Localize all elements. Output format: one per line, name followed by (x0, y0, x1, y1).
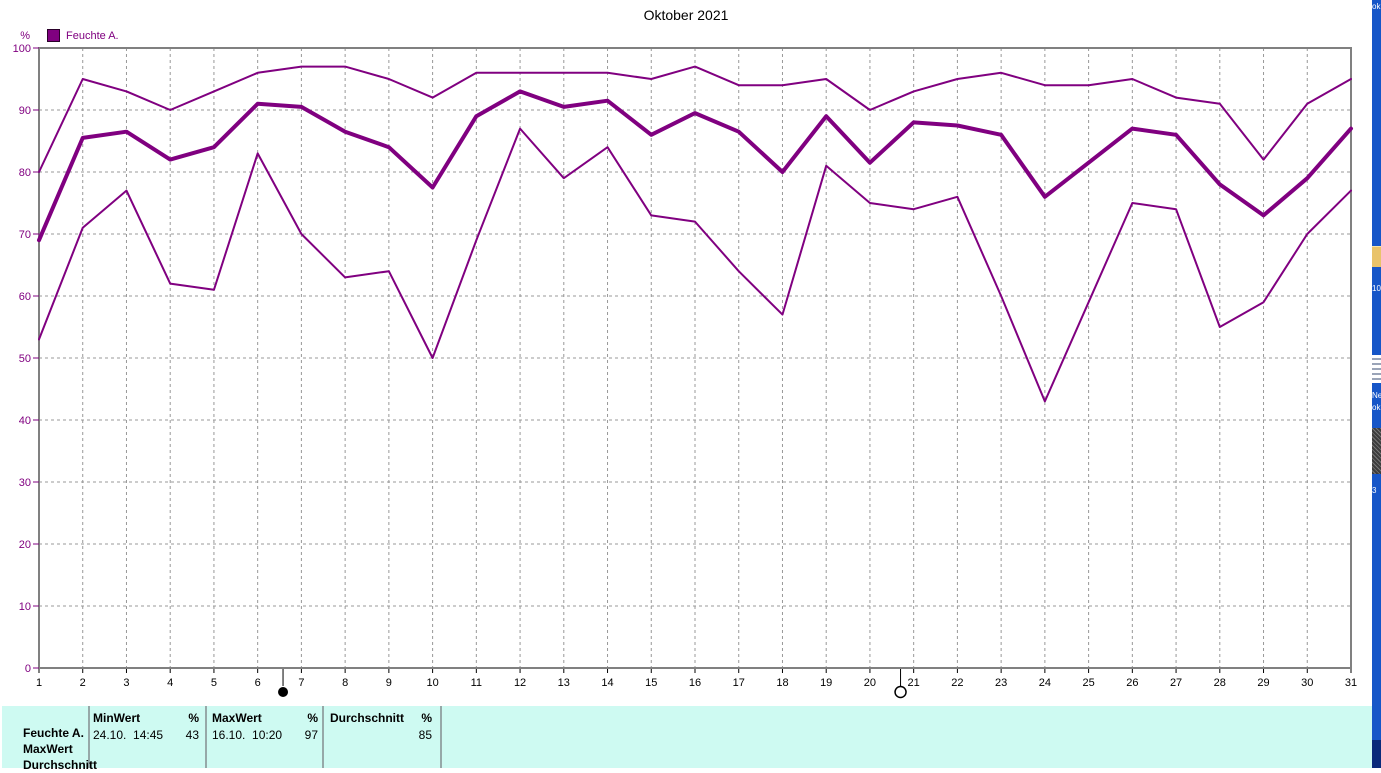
x-tick-label: 26 (1126, 677, 1138, 689)
summary-row-durchschnitt: Durchschnitt (23, 758, 98, 772)
summary-panel: Feuchte A. MaxWert Durchschnitt MinWert … (2, 706, 1372, 772)
x-tick-label: 14 (601, 677, 613, 689)
y-tick-label: 70 (19, 229, 31, 241)
minwert-unit: % (188, 711, 199, 725)
min-line (38, 127, 1352, 403)
x-tick-label: 21 (908, 677, 920, 689)
x-tick-label: 3 (123, 677, 129, 689)
folder-icon[interactable] (1372, 246, 1381, 267)
picture-icon-label: 3 (1372, 486, 1377, 495)
desktop-edge: ok 10 Ne ok 3 (1372, 0, 1381, 768)
legend-color-swatch (47, 29, 60, 42)
durchschnitt-header: Durchschnitt (330, 711, 405, 725)
x-tick-label: 12 (514, 677, 526, 689)
y-tick-label: 60 (19, 291, 31, 303)
x-tick-label: 18 (776, 677, 788, 689)
y-tick-label: 90 (19, 105, 31, 117)
max-line (38, 65, 1352, 173)
panel-divider (322, 706, 324, 768)
avg-line (37, 89, 1353, 243)
y-axis-unit: % (20, 30, 30, 42)
x-tick-label: 22 (951, 677, 963, 689)
y-tick-label: 80 (19, 167, 31, 179)
document-icon-label: Ne (1372, 391, 1381, 400)
full-moon-marker (894, 685, 907, 699)
panel-divider (88, 706, 90, 768)
desktop-text-fragment: ok (1372, 2, 1381, 11)
minwert-value: 43 (185, 728, 199, 742)
x-tick-label: 31 (1345, 677, 1357, 689)
x-tick-label: 2 (80, 677, 86, 689)
x-tick-label: 4 (167, 677, 173, 689)
x-tick-label: 25 (1082, 677, 1094, 689)
new-moon-marker (278, 687, 289, 697)
minwert-header: MinWert (93, 711, 141, 725)
x-tick-label: 7 (298, 677, 304, 689)
x-tick-label: 19 (820, 677, 832, 689)
durchschnitt-column: Durchschnitt % 85 (330, 711, 432, 742)
picture-icon[interactable] (1372, 428, 1381, 474)
durchschnitt-value: 85 (418, 728, 432, 742)
y-tick-label: 50 (19, 353, 31, 365)
x-tick-label: 13 (558, 677, 570, 689)
maxwert-column: MaxWert % 16.10. 10:20 97 (212, 711, 318, 742)
x-tick-label: 29 (1257, 677, 1269, 689)
x-tick-label: 27 (1170, 677, 1182, 689)
x-tick-label: 1 (36, 677, 42, 689)
chart-legend: Feuchte A. (47, 29, 119, 42)
x-tick-label: 5 (211, 677, 217, 689)
summary-series-name: Feuchte A. (23, 726, 84, 740)
folder-icon-label: 10 (1372, 284, 1381, 293)
x-tick-label: 30 (1301, 677, 1313, 689)
summary-row-labels: Feuchte A. MaxWert Durchschnitt (23, 725, 97, 773)
document-icon[interactable] (1372, 355, 1381, 383)
y-tick-label: 20 (19, 539, 31, 551)
maxwert-header: MaxWert (212, 711, 262, 725)
y-tick-label: 100 (13, 43, 31, 55)
maxwert-unit: % (307, 711, 318, 725)
x-tick-label: 28 (1214, 677, 1226, 689)
x-tick-label: 10 (426, 677, 438, 689)
x-tick-label: 8 (342, 677, 348, 689)
x-tick-label: 6 (255, 677, 261, 689)
document-icon-label2: ok (1372, 403, 1381, 412)
minwert-column: MinWert % 24.10. 14:45 43 (93, 711, 199, 742)
minwert-datetime: 24.10. 14:45 (93, 728, 164, 742)
chart-title: Oktober 2021 (643, 7, 729, 23)
taskbar-fragment (1372, 740, 1381, 768)
panel-divider (440, 706, 442, 768)
x-tick-label: 20 (864, 677, 876, 689)
x-tick-label: 9 (386, 677, 392, 689)
summary-row-maxwert: MaxWert (23, 742, 73, 756)
maxwert-value: 97 (304, 728, 318, 742)
x-tick-label: 24 (1039, 677, 1051, 689)
y-tick-label: 10 (19, 601, 31, 613)
y-tick-label: 40 (19, 415, 31, 427)
y-tick-label: 30 (19, 477, 31, 489)
panel-divider (205, 706, 207, 768)
x-tick-label: 17 (733, 677, 745, 689)
x-tick-label: 11 (471, 677, 482, 689)
x-tick-label: 15 (645, 677, 657, 689)
maxwert-datetime: 16.10. 10:20 (212, 728, 283, 742)
x-tick-label: 16 (689, 677, 701, 689)
x-tick-label: 23 (995, 677, 1007, 689)
legend-series-label: Feuchte A. (66, 29, 119, 42)
y-tick-label: 0 (25, 663, 31, 675)
durchschnitt-unit: % (421, 711, 432, 725)
